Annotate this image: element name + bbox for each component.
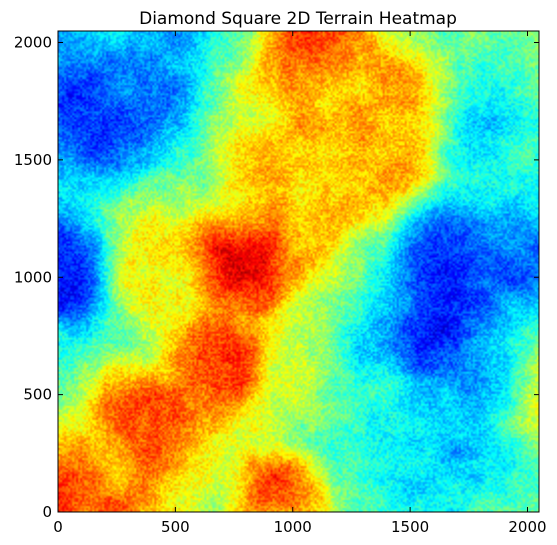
x-tick-label: 0	[53, 518, 63, 536]
x-tick-label: 1500	[391, 518, 429, 536]
y-tick-label: 0	[42, 503, 52, 521]
y-tick-label: 500	[23, 386, 52, 404]
heatmap-image	[58, 31, 539, 512]
x-tick-label: 500	[161, 518, 190, 536]
heatmap-plot-area	[58, 31, 539, 512]
chart-title: Diamond Square 2D Terrain Heatmap	[139, 9, 457, 29]
y-tick-label: 2000	[14, 34, 52, 52]
x-axis-tick-labels: 0 500 1000 1500 2000	[53, 518, 546, 536]
x-tick-label: 1000	[274, 518, 312, 536]
x-tick-label: 2000	[508, 518, 546, 536]
y-tick-label: 1000	[14, 268, 52, 286]
y-axis-tick-labels: 0 500 1000 1500 2000	[14, 34, 52, 521]
y-tick-label: 1500	[14, 151, 52, 169]
